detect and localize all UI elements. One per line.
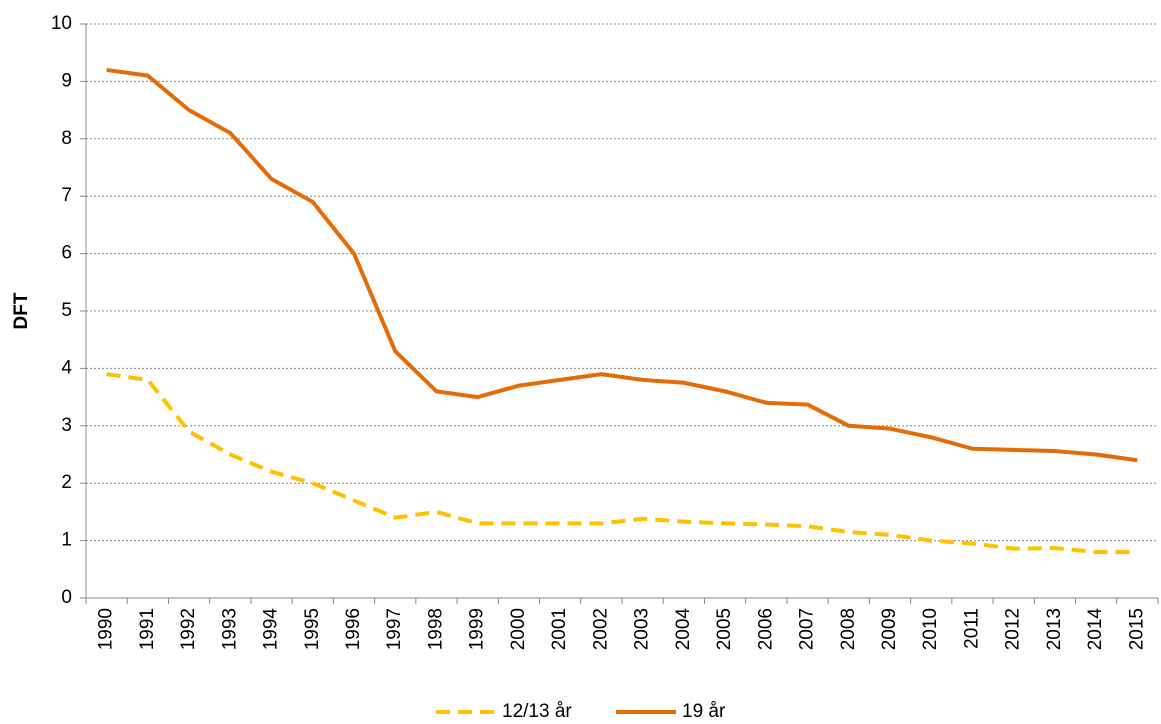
x-tick-label: 2010	[920, 608, 941, 650]
x-tick-label: 1993	[219, 608, 240, 650]
x-tick-label: 2012	[1003, 608, 1024, 650]
y-tick-label: 7	[61, 185, 72, 206]
x-tick-label: 1998	[425, 608, 446, 650]
x-tick-label: 1990	[96, 608, 117, 650]
x-tick-label: 2002	[590, 608, 611, 650]
legend-label: 19 år	[682, 701, 726, 722]
y-tick-label: 6	[61, 243, 72, 264]
x-tick-label: 2006	[755, 608, 776, 650]
x-tick-label: 1994	[261, 608, 282, 651]
x-tick-label: 2008	[838, 608, 859, 650]
x-tick-label: 2013	[1044, 608, 1065, 650]
y-tick-label: 8	[61, 128, 72, 149]
y-tick-label: 3	[61, 415, 72, 436]
x-tick-label: 1999	[467, 608, 488, 650]
series-line	[106, 67, 1138, 463]
x-tick-label: 2005	[714, 608, 735, 650]
x-tick-label: 1991	[137, 608, 158, 650]
y-tick-label: 1	[61, 530, 72, 551]
legend-label: 12/13 år	[502, 701, 572, 722]
x-tick-label: 2007	[797, 608, 818, 650]
y-tick-label: 10	[51, 13, 72, 34]
x-tick-label: 2009	[879, 608, 900, 650]
y-axis-label: DFT	[11, 292, 32, 329]
x-tick-label: 2001	[549, 608, 570, 650]
x-tick-label: 2004	[673, 608, 694, 651]
x-tick-label: 2000	[508, 608, 529, 650]
y-tick-label: 5	[61, 300, 72, 321]
x-tick-label: 1996	[343, 608, 364, 650]
y-tick-label: 0	[61, 587, 72, 608]
x-tick-label: 2011	[961, 608, 982, 649]
x-tick-label: 2014	[1085, 608, 1106, 651]
y-tick-label: 2	[61, 472, 72, 493]
series-line	[106, 372, 1138, 555]
y-tick-label: 4	[61, 357, 72, 378]
x-tick-label: 2003	[632, 608, 653, 650]
x-tick-label: 1992	[178, 608, 199, 650]
x-tick-label: 1997	[384, 608, 405, 650]
x-tick-label: 2015	[1126, 608, 1147, 650]
y-tick-label: 9	[61, 70, 72, 91]
x-tick-label: 1995	[302, 608, 323, 650]
